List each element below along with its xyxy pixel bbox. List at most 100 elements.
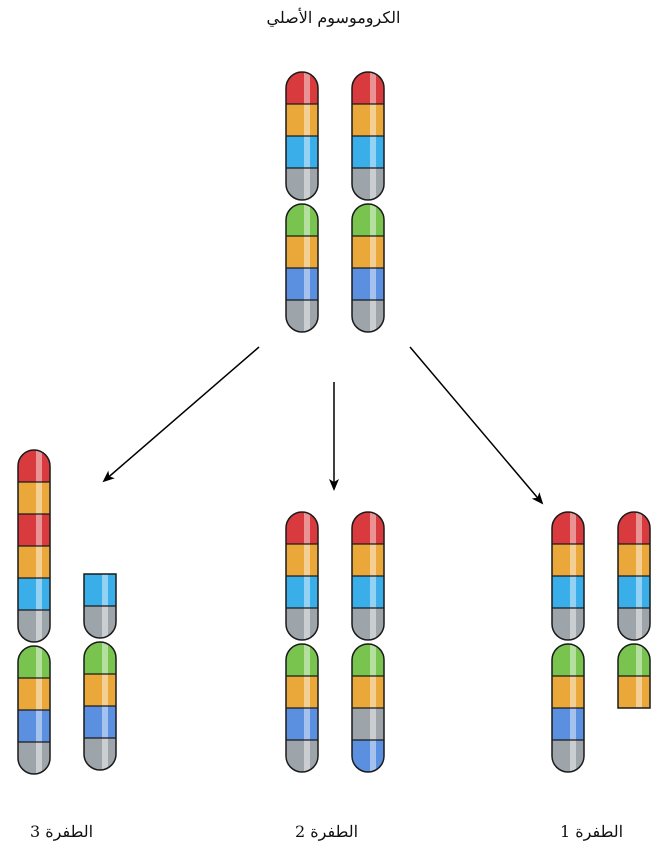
- band-highlight: [304, 644, 310, 676]
- band-gray: [552, 740, 584, 772]
- band-green: [286, 204, 318, 236]
- chromatid-arm: [351, 643, 385, 773]
- band-highlight: [570, 740, 576, 772]
- mutation-2-label: الطفرة 2: [295, 822, 359, 841]
- band-highlight: [370, 644, 376, 676]
- arrow-to-mutation-1: [409, 346, 544, 505]
- band-gray: [552, 608, 584, 640]
- band-highlight: [102, 738, 108, 770]
- band-gray: [352, 300, 384, 332]
- band-red: [286, 512, 318, 544]
- band-blue: [352, 268, 384, 300]
- band-orange: [18, 678, 50, 710]
- band-highlight: [304, 300, 310, 332]
- band-highlight: [304, 104, 310, 136]
- band-highlight: [304, 608, 310, 640]
- band-blue: [286, 268, 318, 300]
- band-cyan: [18, 578, 50, 610]
- band-highlight: [304, 676, 310, 708]
- band-highlight: [36, 678, 42, 710]
- band-gray: [286, 740, 318, 772]
- band-highlight: [370, 512, 376, 544]
- band-highlight: [102, 606, 108, 638]
- band-orange: [286, 544, 318, 576]
- band-highlight: [370, 268, 376, 300]
- band-highlight: [370, 204, 376, 236]
- band-red: [18, 514, 50, 546]
- chromatid-arm: [617, 643, 651, 709]
- band-highlight: [36, 646, 42, 678]
- arrow-to-mutation-3: [102, 346, 260, 483]
- band-orange: [352, 676, 384, 708]
- chromatid-arm: [351, 511, 385, 641]
- band-orange: [84, 674, 116, 706]
- chromatid-arm: [351, 203, 385, 333]
- band-highlight: [370, 608, 376, 640]
- band-blue: [352, 740, 384, 772]
- band-highlight: [304, 576, 310, 608]
- band-highlight: [304, 136, 310, 168]
- chromosome-original: [285, 71, 385, 333]
- band-highlight: [570, 644, 576, 676]
- band-orange: [618, 544, 650, 576]
- band-red: [18, 450, 50, 482]
- band-gray: [352, 168, 384, 200]
- band-gray: [18, 610, 50, 642]
- band-highlight: [36, 710, 42, 742]
- right-chromatid: [83, 573, 117, 771]
- band-highlight: [636, 608, 642, 640]
- band-green: [352, 644, 384, 676]
- band-highlight: [304, 268, 310, 300]
- band-highlight: [102, 574, 108, 606]
- band-highlight: [36, 578, 42, 610]
- band-cyan: [352, 576, 384, 608]
- band-orange: [618, 676, 650, 708]
- band-highlight: [304, 204, 310, 236]
- band-highlight: [304, 236, 310, 268]
- left-chromatid: [285, 511, 319, 773]
- band-gray: [18, 742, 50, 774]
- band-gray: [286, 608, 318, 640]
- chromosome-mutation-1: [551, 511, 651, 773]
- band-highlight: [370, 544, 376, 576]
- band-highlight: [36, 482, 42, 514]
- band-blue: [552, 708, 584, 740]
- band-orange: [286, 236, 318, 268]
- band-orange: [552, 544, 584, 576]
- chromatid-arm: [551, 643, 585, 773]
- band-highlight: [370, 72, 376, 104]
- band-highlight: [304, 544, 310, 576]
- band-blue: [286, 708, 318, 740]
- band-highlight: [370, 300, 376, 332]
- band-highlight: [36, 742, 42, 774]
- diagram-title: الكروموسوم الأصلي: [266, 8, 401, 27]
- band-highlight: [370, 136, 376, 168]
- chromatid-arm: [17, 449, 51, 643]
- band-gray: [352, 608, 384, 640]
- band-cyan: [286, 136, 318, 168]
- chromatid-arm: [617, 511, 651, 641]
- band-highlight: [570, 608, 576, 640]
- left-chromatid: [17, 449, 51, 775]
- band-blue: [18, 710, 50, 742]
- left-chromatid: [551, 511, 585, 773]
- band-highlight: [570, 544, 576, 576]
- band-highlight: [36, 546, 42, 578]
- band-highlight: [304, 740, 310, 772]
- band-highlight: [304, 512, 310, 544]
- band-highlight: [370, 576, 376, 608]
- band-highlight: [570, 576, 576, 608]
- band-highlight: [102, 642, 108, 674]
- band-cyan: [618, 576, 650, 608]
- band-red: [618, 512, 650, 544]
- chromosome-mutation-3: [17, 449, 117, 775]
- band-green: [286, 644, 318, 676]
- arrows-group: [102, 346, 544, 505]
- band-highlight: [370, 708, 376, 740]
- band-green: [352, 204, 384, 236]
- band-green: [618, 644, 650, 676]
- band-red: [352, 72, 384, 104]
- band-highlight: [636, 676, 642, 708]
- chromatid-arm: [285, 643, 319, 773]
